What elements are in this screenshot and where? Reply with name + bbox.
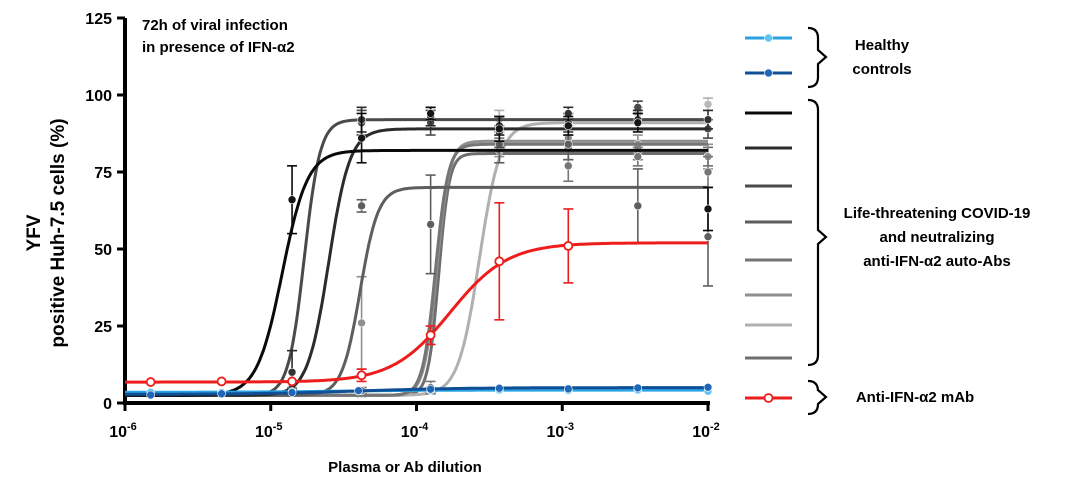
x-tick-label: 10-4 <box>401 421 429 441</box>
legend-brace <box>807 26 828 89</box>
data-point <box>633 383 643 393</box>
legend-swatch-marker <box>764 68 773 78</box>
data-point <box>563 161 573 171</box>
legend-group-label: anti-IFN-α2 auto-Abs <box>863 253 1011 270</box>
data-point <box>703 232 713 241</box>
fit-curve <box>125 127 708 397</box>
data-point <box>494 256 505 267</box>
annotation: 72h of viral infection in presence of IF… <box>142 17 295 56</box>
series-6 <box>125 115 713 399</box>
legend-group-label: Life-threatening COVID-19 <box>844 205 1031 222</box>
fit-curve <box>125 142 708 397</box>
data-point <box>563 121 573 131</box>
data-point <box>287 195 297 205</box>
y-tick-label: 75 <box>94 165 112 182</box>
series-9 <box>125 134 713 399</box>
fit-curve <box>125 118 708 397</box>
data-point <box>633 152 643 161</box>
plot-area <box>125 97 713 400</box>
data-point <box>703 115 713 124</box>
data-point <box>357 133 366 143</box>
data-point <box>357 318 366 328</box>
data-point <box>633 118 643 128</box>
data-point <box>426 109 435 118</box>
data-point <box>495 383 504 393</box>
legend-swatch-marker <box>764 33 773 43</box>
series-10 <box>125 202 708 387</box>
data-point <box>563 384 573 394</box>
data-point <box>495 124 504 134</box>
fit-curve <box>125 121 708 397</box>
data-point <box>703 204 713 214</box>
x-axis-title: Plasma or Ab dilution <box>328 459 482 476</box>
y-axis-title-line-1: YFV <box>24 214 45 251</box>
data-point <box>563 241 574 251</box>
y-tick-label: 125 <box>85 11 112 28</box>
data-point <box>287 388 297 397</box>
series-1 <box>125 382 713 400</box>
data-point <box>217 389 226 399</box>
legend-group-label: controls <box>852 61 911 78</box>
data-point <box>703 382 713 392</box>
y-axis-title: YFV positive Huh-7.5 cells (%) <box>24 118 69 347</box>
data-point <box>354 386 363 395</box>
data-point <box>287 367 297 377</box>
fit-curve <box>125 241 708 384</box>
y-tick-label: 0 <box>103 396 112 413</box>
data-point <box>426 220 435 229</box>
data-point <box>703 167 713 177</box>
x-tick-label: 10-5 <box>255 421 283 441</box>
data-point <box>426 384 435 394</box>
y-tick-label: 50 <box>94 242 112 259</box>
series-7 <box>125 125 713 399</box>
legend-group-label: Anti-IFN-α2 mAb <box>856 389 974 406</box>
data-point <box>357 201 366 211</box>
annotation-line-1: 72h of viral infection <box>142 17 288 34</box>
legend: Healthy controls Life-threatening COVID-19… <box>745 26 1031 416</box>
data-point <box>216 376 227 387</box>
legend-group-label: and neutralizing <box>879 229 994 246</box>
data-point <box>563 139 573 149</box>
data-point <box>356 370 367 381</box>
data-point <box>425 330 436 341</box>
y-tick-label: 100 <box>85 88 112 105</box>
annotation-line-2: in presence of IFN-α2 <box>142 39 295 56</box>
legend-brace <box>807 98 828 367</box>
fit-curve <box>125 185 708 397</box>
legend-swatch-marker <box>763 393 774 403</box>
data-point <box>145 377 156 387</box>
legend-group-label: Healthy <box>855 37 910 54</box>
y-axis-title-line-2: positive Huh-7.5 cells (%) <box>48 118 69 347</box>
x-tick-label: 10-2 <box>692 421 720 441</box>
data-point <box>146 390 155 400</box>
series-2 <box>125 106 713 399</box>
series-5 <box>125 125 713 399</box>
fit-curve <box>125 139 708 397</box>
x-tick-label: 10-3 <box>546 421 574 441</box>
axes: 0 25 50 75 100 125 10-6 10-5 10-4 10-3 10-2 <box>85 11 719 441</box>
fit-curve <box>125 152 708 397</box>
x-tick-label: 10-6 <box>109 421 137 441</box>
y-tick-label: 25 <box>94 319 112 336</box>
data-point <box>633 201 643 211</box>
legend-brace <box>807 379 828 416</box>
data-point <box>703 99 713 109</box>
data-point <box>287 376 297 387</box>
